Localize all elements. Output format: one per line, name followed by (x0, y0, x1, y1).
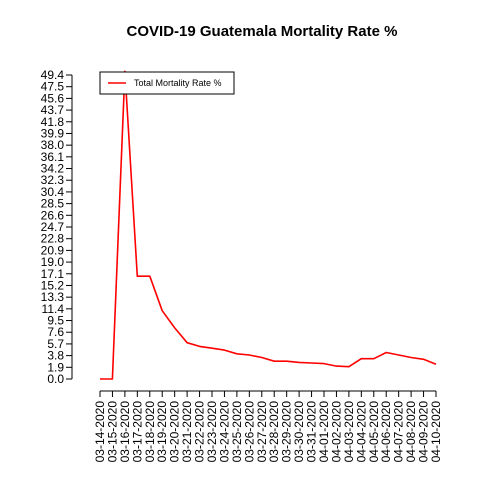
x-tick-label: 03-28-2020 (267, 401, 281, 463)
y-tick-label: 26.6 (41, 208, 65, 222)
y-tick-label: 5.7 (47, 337, 64, 351)
x-axis: 03-14-202003-15-202003-16-202003-17-2020… (93, 390, 443, 463)
y-tick-label: 41.8 (41, 115, 65, 129)
x-tick-label: 04-09-2020 (417, 401, 431, 463)
x-tick-label: 03-14-2020 (93, 401, 107, 463)
x-tick-label: 03-19-2020 (155, 401, 169, 463)
legend: Total Mortality Rate % (99, 71, 235, 95)
x-tick-label: 04-02-2020 (329, 401, 343, 463)
y-tick-label: 36.1 (41, 150, 65, 164)
series-line (100, 70, 437, 380)
x-tick-label: 03-18-2020 (143, 401, 157, 463)
x-tick-label: 04-05-2020 (367, 401, 381, 463)
x-tick-label: 04-01-2020 (317, 401, 331, 463)
x-tick-label: 03-22-2020 (193, 401, 207, 463)
y-tick-label: 43.7 (41, 103, 65, 117)
x-tick-label: 03-26-2020 (242, 401, 256, 463)
x-tick-label: 03-25-2020 (230, 401, 244, 463)
y-tick-label: 15.2 (41, 278, 65, 292)
x-tick-label: 04-04-2020 (354, 401, 368, 463)
y-tick-label: 3.8 (47, 349, 64, 363)
x-tick-label: 03-15-2020 (105, 401, 119, 463)
y-tick-label: 7.6 (47, 325, 64, 339)
y-tick-label: 9.5 (47, 314, 64, 328)
x-tick-label: 03-16-2020 (118, 401, 132, 463)
y-tick-label: 47.5 (41, 80, 65, 94)
chart-title: COVID-19 Guatemala Mortality Rate % (127, 23, 398, 40)
x-tick-label: 03-20-2020 (168, 401, 182, 463)
x-tick-label: 03-30-2020 (292, 401, 306, 463)
y-tick-label: 13.3 (41, 290, 65, 304)
y-tick-label: 20.9 (41, 243, 65, 257)
y-tick-label: 0.0 (47, 372, 64, 386)
y-tick-label: 19.0 (41, 255, 65, 269)
legend-label: Total Mortality Rate % (134, 78, 222, 88)
y-tick-label: 1.9 (47, 360, 64, 374)
legend-box (99, 71, 235, 95)
x-tick-label: 03-24-2020 (217, 401, 231, 463)
y-tick-label: 22.8 (41, 232, 65, 246)
x-tick-label: 04-06-2020 (379, 401, 393, 463)
x-tick-label: 04-08-2020 (404, 401, 418, 463)
x-tick-label: 03-23-2020 (205, 401, 219, 463)
x-tick-label: 03-17-2020 (130, 401, 144, 463)
x-tick-label: 04-07-2020 (392, 401, 406, 463)
y-tick-label: 34.2 (41, 162, 65, 176)
y-tick-label: 49.4 (41, 68, 65, 82)
x-tick-label: 03-31-2020 (305, 401, 319, 463)
y-tick-label: 11.4 (42, 302, 65, 316)
x-tick-label: 03-29-2020 (280, 401, 294, 463)
y-tick-label: 30.4 (41, 185, 65, 199)
y-tick-label: 39.9 (41, 126, 65, 140)
x-tick-label: 04-10-2020 (429, 401, 443, 463)
y-tick-label: 45.6 (41, 91, 65, 105)
x-tick-label: 03-21-2020 (180, 401, 194, 463)
x-tick-label: 03-27-2020 (255, 401, 269, 463)
y-tick-label: 38.0 (41, 138, 65, 152)
y-tick-label: 32.3 (41, 173, 65, 187)
plot-area (100, 70, 437, 380)
x-tick-label: 04-03-2020 (342, 401, 356, 463)
y-axis: 0.01.93.85.77.69.511.413.315.217.119.020… (41, 68, 73, 386)
y-tick-label: 28.5 (41, 197, 65, 211)
y-tick-label: 24.7 (41, 220, 65, 234)
y-tick-label: 17.1 (41, 267, 65, 281)
